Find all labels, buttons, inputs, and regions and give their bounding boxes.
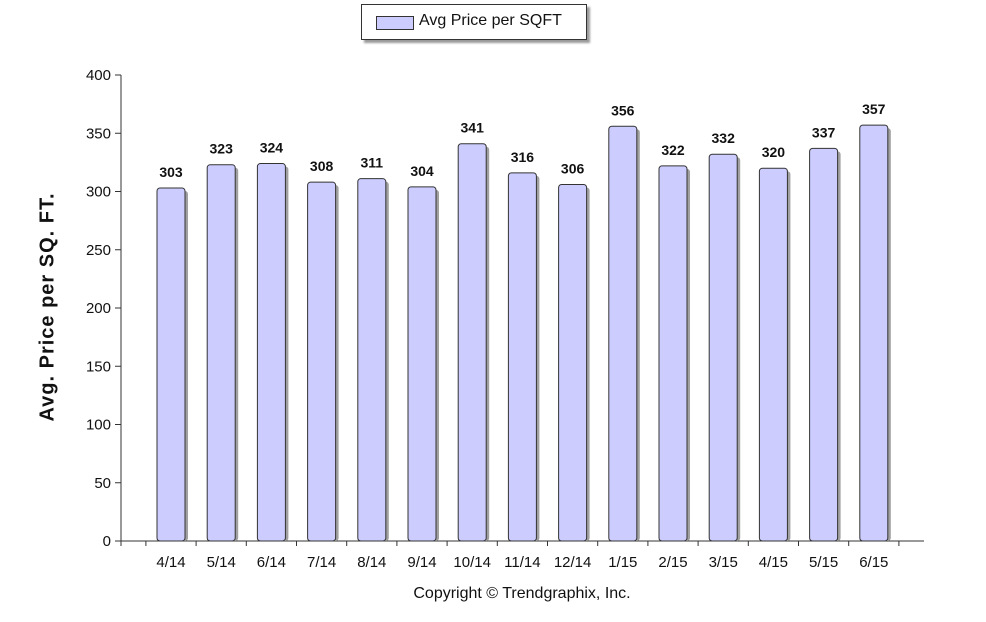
y-tick-label: 50 bbox=[94, 475, 111, 492]
data-label: 324 bbox=[260, 140, 284, 156]
data-label: 341 bbox=[461, 120, 485, 136]
x-tick-label: 6/14 bbox=[257, 554, 286, 571]
x-tick-label: 8/14 bbox=[357, 554, 386, 571]
x-tick-label: 1/15 bbox=[608, 554, 637, 571]
x-tick-label: 12/14 bbox=[554, 554, 592, 571]
bar bbox=[407, 186, 437, 542]
y-tick-label: 200 bbox=[86, 300, 111, 317]
bar bbox=[206, 164, 236, 542]
bar bbox=[859, 124, 889, 542]
data-label: 337 bbox=[812, 124, 836, 140]
x-tick-label: 9/14 bbox=[407, 554, 436, 571]
bar bbox=[558, 184, 588, 542]
data-label: 322 bbox=[661, 142, 685, 158]
data-label: 308 bbox=[310, 158, 334, 174]
data-label: 303 bbox=[159, 164, 183, 180]
y-tick-label: 250 bbox=[86, 242, 111, 259]
y-tick-label: 400 bbox=[86, 67, 111, 84]
y-tick-label: 0 bbox=[103, 533, 111, 550]
bar bbox=[156, 187, 186, 542]
x-tick-label: 5/15 bbox=[809, 554, 838, 571]
bar bbox=[809, 147, 839, 542]
x-tick-label: 11/14 bbox=[504, 554, 540, 571]
bar bbox=[608, 125, 638, 542]
legend: Avg Price per SQFT bbox=[361, 4, 587, 40]
x-tick-label: 4/14 bbox=[156, 554, 185, 571]
y-tick-label: 100 bbox=[86, 417, 111, 434]
data-label: 323 bbox=[210, 141, 234, 157]
x-tick-label: 2/15 bbox=[658, 554, 687, 571]
y-tick-label: 150 bbox=[86, 358, 111, 375]
copyright-text: Copyright © Trendgraphix, Inc. bbox=[413, 585, 631, 602]
x-tick-label: 7/14 bbox=[307, 554, 336, 571]
bar bbox=[658, 165, 688, 542]
data-label: 306 bbox=[561, 161, 585, 177]
bar bbox=[357, 178, 387, 542]
data-label: 357 bbox=[862, 101, 886, 117]
legend-swatch bbox=[376, 16, 414, 30]
bar bbox=[457, 143, 487, 542]
y-axis-title: Avg. Price per SQ. FT. bbox=[36, 192, 59, 422]
data-label: 332 bbox=[712, 130, 736, 146]
x-tick-label: 6/15 bbox=[859, 554, 888, 571]
data-label: 320 bbox=[762, 144, 786, 160]
x-tick-label: 3/15 bbox=[709, 554, 738, 571]
y-tick-label: 300 bbox=[86, 184, 111, 201]
bar bbox=[507, 172, 537, 542]
x-tick-label: 5/14 bbox=[207, 554, 236, 571]
data-label: 304 bbox=[410, 163, 434, 179]
data-label: 356 bbox=[611, 102, 635, 118]
x-tick-label: 4/15 bbox=[759, 554, 788, 571]
y-tick-label: 350 bbox=[86, 125, 111, 142]
bar bbox=[708, 153, 738, 542]
data-label: 311 bbox=[361, 155, 384, 171]
bar bbox=[307, 181, 337, 542]
data-label: 316 bbox=[511, 149, 535, 165]
bar bbox=[758, 167, 788, 542]
legend-label: Avg Price per SQFT bbox=[419, 12, 562, 29]
bar bbox=[256, 163, 286, 542]
x-tick-label: 10/14 bbox=[453, 554, 491, 571]
